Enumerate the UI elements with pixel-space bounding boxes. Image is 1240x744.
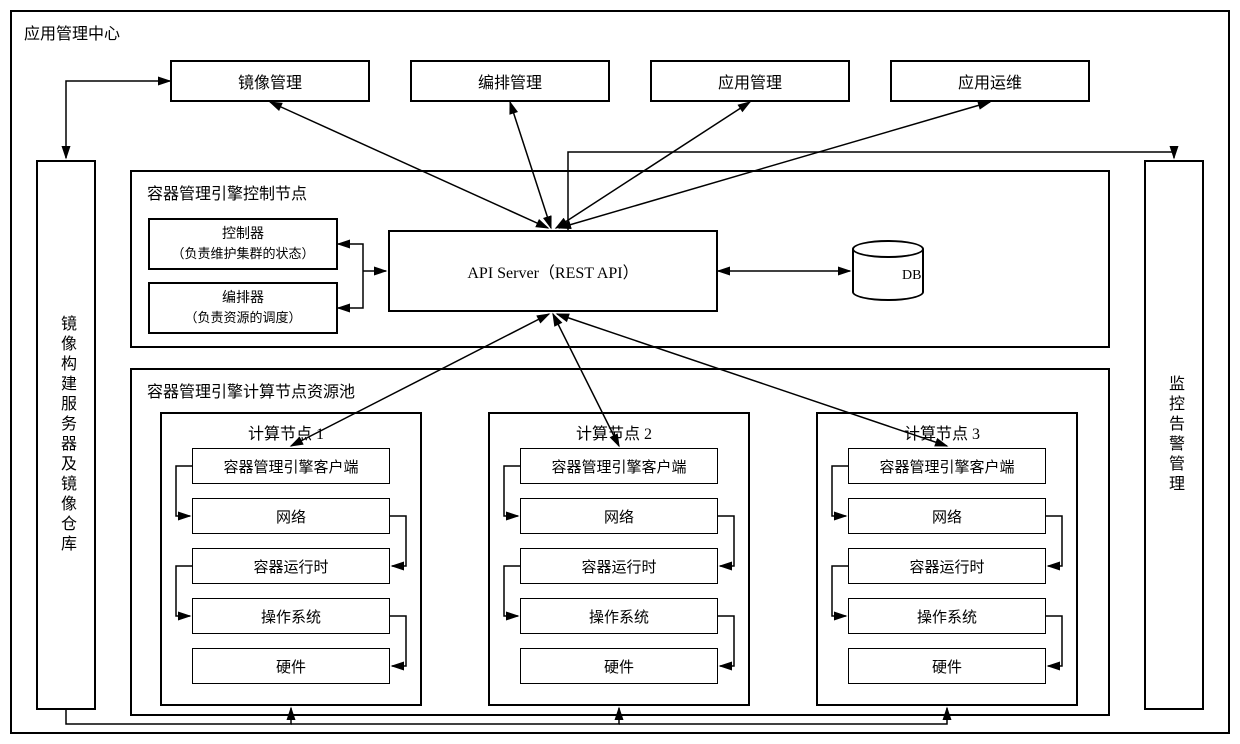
node2-network: 网络 <box>520 498 718 534</box>
orchestration-mgmt-label: 编排管理 <box>478 69 542 93</box>
scheduler-line2: （负责资源的调度） <box>184 309 301 327</box>
node3-runtime-label: 容器运行时 <box>909 556 984 577</box>
image-build-label: 镜像构建服务器及镜像仓库 <box>54 315 78 555</box>
node1-network: 网络 <box>192 498 390 534</box>
node2-runtime-label: 容器运行时 <box>581 556 656 577</box>
node3-os-label: 操作系统 <box>917 606 977 627</box>
db-label: DB <box>902 268 921 284</box>
controller-line2: （负责维护集群的状态） <box>171 245 314 263</box>
monitor-alarm-label: 监控告警管理 <box>1162 375 1186 495</box>
node3-runtime: 容器运行时 <box>848 548 1046 584</box>
node2-hw: 硬件 <box>520 648 718 684</box>
orchestration-mgmt-box: 编排管理 <box>410 60 610 102</box>
scheduler-box: 编排器 （负责资源的调度） <box>148 282 338 334</box>
node3-client-label: 容器管理引擎客户端 <box>879 456 1014 477</box>
node1-runtime-label: 容器运行时 <box>253 556 328 577</box>
node3-hw-label: 硬件 <box>932 656 962 677</box>
app-mgmt-box: 应用管理 <box>650 60 850 102</box>
node1-client: 容器管理引擎客户端 <box>192 448 390 484</box>
node2-network-label: 网络 <box>604 506 634 527</box>
control-node-title: 容器管理引擎控制节点 <box>145 180 309 204</box>
outer-title: 应用管理中心 <box>22 20 122 44</box>
node1-hw: 硬件 <box>192 648 390 684</box>
image-build-panel: 镜像构建服务器及镜像仓库 <box>36 160 96 710</box>
scheduler-line1: 编排器 <box>222 289 264 309</box>
node1-os: 操作系统 <box>192 598 390 634</box>
controller-line1: 控制器 <box>222 225 264 245</box>
db-cylinder: DB <box>852 240 924 302</box>
controller-box: 控制器 （负责维护集群的状态） <box>148 218 338 270</box>
node2-client-label: 容器管理引擎客户端 <box>551 456 686 477</box>
api-server-label: API Server（REST API） <box>467 259 638 283</box>
compute-node-3-title: 计算节点 3 <box>902 420 982 444</box>
monitor-alarm-panel: 监控告警管理 <box>1144 160 1204 710</box>
node2-os-label: 操作系统 <box>589 606 649 627</box>
node3-hw: 硬件 <box>848 648 1046 684</box>
db-top <box>852 240 924 258</box>
node2-os: 操作系统 <box>520 598 718 634</box>
api-server-box: API Server（REST API） <box>388 230 718 312</box>
node3-network: 网络 <box>848 498 1046 534</box>
node1-os-label: 操作系统 <box>261 606 321 627</box>
node1-client-label: 容器管理引擎客户端 <box>223 456 358 477</box>
app-ops-label: 应用运维 <box>958 69 1022 93</box>
node1-network-label: 网络 <box>276 506 306 527</box>
image-mgmt-label: 镜像管理 <box>238 69 302 93</box>
node3-client: 容器管理引擎客户端 <box>848 448 1046 484</box>
app-ops-box: 应用运维 <box>890 60 1090 102</box>
node1-hw-label: 硬件 <box>276 656 306 677</box>
compute-node-1-title: 计算节点 1 <box>246 420 326 444</box>
compute-node-2-title: 计算节点 2 <box>574 420 654 444</box>
node1-runtime: 容器运行时 <box>192 548 390 584</box>
node2-client: 容器管理引擎客户端 <box>520 448 718 484</box>
node2-runtime: 容器运行时 <box>520 548 718 584</box>
image-mgmt-box: 镜像管理 <box>170 60 370 102</box>
node2-hw-label: 硬件 <box>604 656 634 677</box>
node3-network-label: 网络 <box>932 506 962 527</box>
resource-pool-title: 容器管理引擎计算节点资源池 <box>145 378 357 402</box>
node3-os: 操作系统 <box>848 598 1046 634</box>
app-mgmt-label: 应用管理 <box>718 69 782 93</box>
